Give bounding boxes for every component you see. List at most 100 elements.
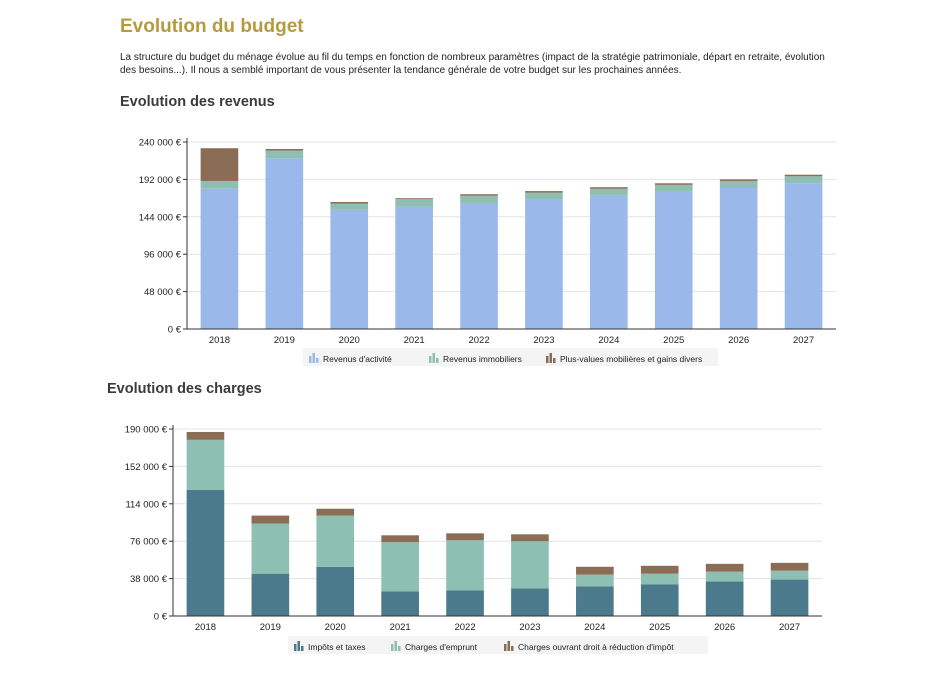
bar-segment: [719, 180, 758, 188]
bar-segment: [770, 570, 809, 580]
legend-bar-icon: [432, 353, 435, 363]
x-tick-label: 2019: [260, 622, 281, 633]
bar-segment: [265, 150, 304, 159]
bar-segment: [705, 581, 744, 616]
bar-segment: [460, 194, 498, 196]
x-tick-label: 2021: [390, 622, 411, 633]
bar-segment: [654, 191, 693, 329]
bar-segment: [200, 148, 239, 181]
bar-segment: [576, 574, 614, 587]
x-tick-label: 2025: [663, 335, 684, 346]
bar-segment: [640, 584, 679, 616]
legend-bar-icon: [316, 358, 319, 363]
legend-bar-icon: [294, 644, 297, 651]
bar-segment: [576, 586, 614, 616]
bar-segment: [511, 534, 549, 542]
legend-label: Charges d'emprunt: [405, 642, 478, 652]
revenus-section-title: Evolution des revenus: [120, 94, 275, 110]
legend: Impôts et taxes Charges d'emprunt Charges …: [288, 636, 708, 654]
y-tick-label: 152 000 €: [125, 462, 168, 473]
x-tick-label: 2020: [325, 622, 346, 633]
bar-segment: [784, 176, 823, 184]
y-tick-label: 96 000 €: [144, 250, 182, 261]
legend-label: Revenus d'activité: [323, 354, 392, 364]
legend-bar-icon: [301, 646, 304, 651]
y-tick-label: 0 €: [168, 325, 182, 336]
bar-segment: [640, 573, 679, 585]
bar-segment: [381, 591, 419, 616]
x-tick-label: 2021: [404, 335, 425, 346]
y-tick-label: 76 000 €: [130, 537, 168, 548]
x-tick-label: 2023: [519, 622, 540, 633]
bar-segment: [770, 579, 809, 616]
bar-segment: [511, 588, 549, 616]
y-tick-label: 144 000 €: [139, 212, 182, 223]
legend-bar-icon: [312, 353, 315, 363]
bar-segment: [446, 590, 484, 616]
x-tick-label: 2022: [454, 622, 475, 633]
legend-bar-icon: [391, 644, 394, 651]
bar-segment: [265, 149, 304, 151]
bar-segment: [330, 203, 369, 210]
bar-segment: [251, 573, 290, 616]
bar-segment: [251, 523, 290, 574]
bar-segment: [446, 540, 484, 591]
y-tick-label: 0 €: [154, 612, 168, 623]
legend-bar-icon: [507, 641, 510, 651]
legend-label: Plus-values mobilières et gains divers: [560, 354, 702, 364]
legend-bar-icon: [429, 356, 432, 363]
x-tick-label: 2018: [209, 335, 230, 346]
x-tick-label: 2026: [714, 622, 735, 633]
legend-background: [303, 348, 718, 366]
bar-segment: [705, 571, 744, 582]
bar-segment: [460, 195, 498, 204]
charges-section-title: Evolution des charges: [107, 381, 262, 397]
legend-label: Impôts et taxes: [308, 642, 366, 652]
intro-paragraph: La structure du budget du ménage évolue …: [120, 52, 825, 76]
legend-bar-icon: [394, 641, 397, 651]
bar-segment: [265, 158, 304, 329]
x-tick-label: 2026: [728, 335, 749, 346]
y-tick-label: 190 000 €: [125, 425, 168, 436]
x-tick-label: 2024: [598, 335, 619, 346]
x-tick-label: 2027: [793, 335, 814, 346]
bar-segment: [654, 183, 693, 185]
bar-segment: [330, 209, 369, 329]
bar-segment: [590, 188, 628, 196]
bar-segment: [446, 533, 484, 541]
bar-segment: [381, 542, 419, 592]
legend-label: Charges ouvrant droit à réduction d'impô…: [518, 642, 674, 652]
legend: Revenus d'activité Revenus immobiliers Plu…: [303, 348, 718, 366]
legend-bar-icon: [504, 644, 507, 651]
y-tick-label: 38 000 €: [130, 574, 168, 585]
bar-segment: [705, 563, 744, 572]
bar-segment: [316, 515, 355, 567]
x-tick-label: 2027: [779, 622, 800, 633]
bar-segment: [590, 187, 628, 189]
bar-segment: [330, 201, 369, 204]
legend-bar-icon: [309, 356, 312, 363]
legend-bar-icon: [549, 353, 552, 363]
bar-segment: [186, 490, 225, 616]
bar-segment: [381, 535, 419, 543]
y-tick-label: 192 000 €: [139, 175, 182, 186]
legend-label: Revenus immobiliers: [443, 354, 522, 364]
bar-segment: [590, 195, 628, 329]
bar-segment: [640, 565, 679, 574]
bar-segment: [186, 431, 225, 440]
x-tick-label: 2023: [533, 335, 554, 346]
bar-segment: [395, 198, 433, 207]
x-tick-label: 2024: [584, 622, 605, 633]
legend-bar-icon: [546, 356, 549, 363]
x-tick-label: 2019: [274, 335, 295, 346]
bar-segment: [770, 562, 809, 571]
legend-bar-icon: [553, 358, 556, 363]
legend-bar-icon: [398, 646, 401, 651]
bar-segment: [316, 508, 355, 516]
x-tick-label: 2020: [339, 335, 360, 346]
y-tick-label: 240 000 €: [139, 138, 182, 149]
bar-segment: [525, 191, 563, 193]
bar-segment: [200, 180, 239, 189]
